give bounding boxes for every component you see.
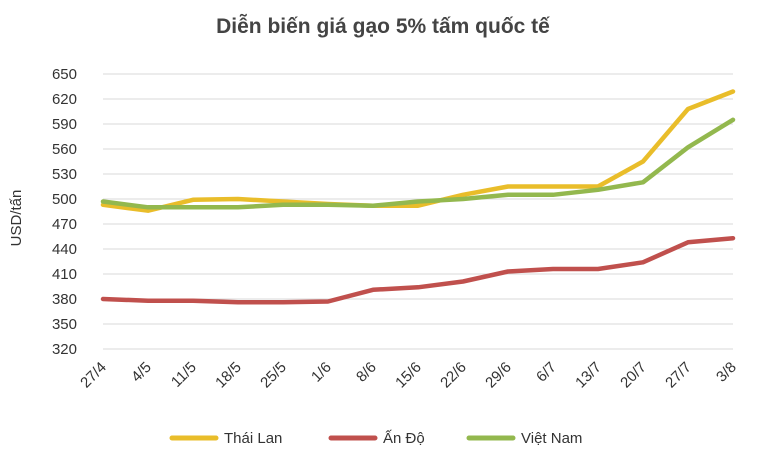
legend-label: Ấn Độ — [383, 430, 425, 447]
x-tick-label: 27/4 — [77, 359, 110, 392]
y-tick-label: 620 — [52, 91, 77, 108]
x-tick-label: 25/5 — [257, 359, 290, 392]
series-line-0 — [100, 89, 736, 213]
x-tick-label: 20/7 — [617, 359, 650, 392]
x-tick-label: 8/6 — [353, 359, 380, 386]
x-tick-label: 11/5 — [168, 359, 200, 391]
x-tick-label: 4/5 — [128, 359, 155, 386]
y-tick-label: 560 — [52, 141, 77, 158]
y-axis-label: USD/tấn — [8, 190, 25, 247]
x-tick-label: 15/6 — [392, 359, 425, 392]
x-tick-label: 3/8 — [713, 359, 740, 386]
y-tick-label: 650 — [52, 66, 77, 83]
x-axis-ticks: 27/4 4/5 11/5 18/5 25/5 1/6 8/6 15/6 22/6 29/6 6/7… — [77, 359, 740, 392]
x-tick-label: 1/6 — [308, 359, 335, 386]
series-line-1 — [100, 235, 736, 305]
x-tick-label: 27/7 — [662, 359, 695, 392]
y-tick-label: 320 — [52, 341, 77, 358]
x-tick-label: 6/7 — [533, 359, 560, 386]
x-tick-label: 22/6 — [437, 359, 470, 392]
y-tick-label: 440 — [52, 241, 77, 258]
y-tick-label: 530 — [52, 166, 77, 183]
series-lines — [100, 89, 736, 305]
y-tick-label: 410 — [52, 266, 77, 283]
legend: Thái Lan Ấn Độ Việt Nam — [169, 430, 582, 447]
x-tick-label: 18/5 — [212, 359, 245, 392]
y-tick-label: 590 — [52, 116, 77, 133]
y-tick-label: 500 — [52, 191, 77, 208]
y-tick-label: 470 — [52, 216, 77, 233]
y-tick-label: 350 — [52, 316, 77, 333]
legend-label: Việt Nam — [521, 430, 582, 447]
series-line-2 — [100, 117, 736, 210]
chart-title: Diễn biến giá gạo 5% tấm quốc tế — [216, 14, 550, 38]
x-tick-label: 13/7 — [572, 359, 605, 392]
legend-label: Thái Lan — [224, 430, 282, 447]
grid — [103, 73, 733, 350]
y-tick-label: 380 — [52, 291, 77, 308]
x-tick-label: 29/6 — [482, 359, 515, 392]
y-axis-ticks: 650 620 590 560 530 500 470 440 410 380 350 320 — [52, 66, 77, 358]
